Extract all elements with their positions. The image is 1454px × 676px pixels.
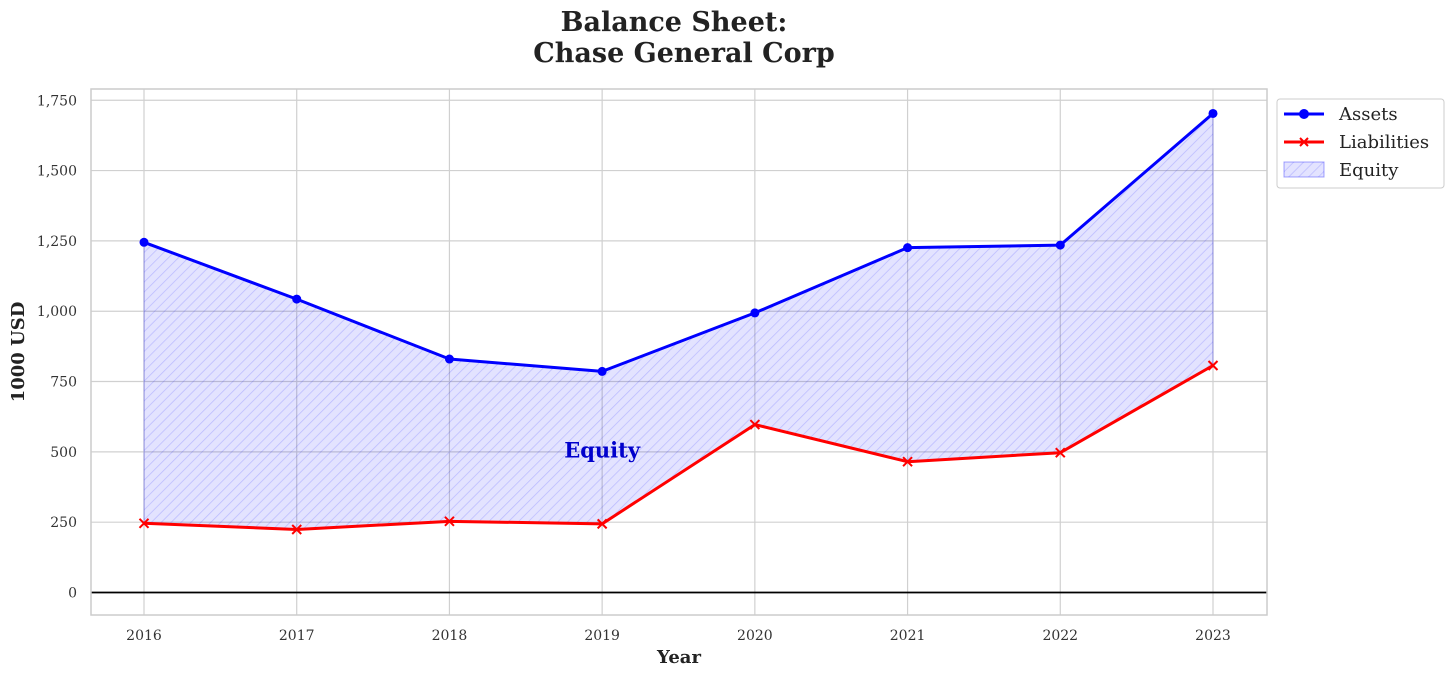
y-tick-label-1000: 1,000 [37, 304, 77, 320]
assets-point-2019 [597, 366, 607, 376]
assets-point-2023 [1208, 108, 1218, 118]
plot-frame [90, 88, 1268, 616]
x-axis-label: Year [656, 647, 701, 668]
chart-title-line-1: Balance Sheet: [561, 7, 788, 38]
y-tick-label-1250: 1,250 [37, 234, 77, 250]
x-tick-label-2016: 2016 [126, 628, 162, 644]
y-tick-label-500: 500 [50, 445, 77, 461]
x-tick-label-2022: 2022 [1042, 628, 1078, 644]
y-tick-label-1500: 1,500 [37, 164, 77, 180]
y-tick-label-1750: 1,750 [37, 93, 77, 109]
x-tick-label-2018: 2018 [432, 628, 468, 644]
x-tick-label-2020: 2020 [737, 628, 773, 644]
legend-assets-label: Assets [1338, 104, 1398, 125]
legend-liabilities-marker [1299, 137, 1309, 147]
legend-liabilities-label: Liabilities [1339, 132, 1429, 153]
legend-assets-marker [1299, 109, 1309, 119]
assets-point-2017 [292, 294, 302, 304]
x-tick-label-2019: 2019 [584, 628, 620, 644]
y-tick-label-0: 0 [68, 585, 77, 601]
liabilities-point-2016 [138, 518, 150, 529]
liabilities-point-2022 [1055, 447, 1066, 458]
x-tick-label-2021: 2021 [890, 628, 926, 644]
y-tick-label-250: 250 [50, 515, 77, 531]
y-tick-label-750: 750 [50, 375, 77, 391]
x-tick-label-2023: 2023 [1195, 628, 1231, 644]
x-tick-label-2017: 2017 [279, 628, 315, 644]
liabilities-point-2020 [749, 419, 761, 430]
equity-fill-layer [143, 112, 1214, 530]
assets-point-2018 [444, 354, 454, 364]
liabilities-point-2023 [1207, 360, 1219, 371]
equity-area [143, 112, 1214, 530]
legend-equity-label: Equity [1339, 160, 1399, 181]
legend: Assets Liabilities Equity [1276, 98, 1445, 189]
assets-point-2016 [139, 237, 149, 247]
liabilities-point-2019 [596, 518, 608, 530]
chart-title-line-2: Chase General Corp [533, 38, 834, 69]
y-axis-label: 1000 USD [8, 302, 29, 403]
legend-equity-swatch [1283, 161, 1325, 178]
tick-labels: 2016 2017 2018 2019 2020 2021 2022 2023 0 250 500 7… [37, 93, 1231, 644]
assets-point-2022 [1055, 240, 1065, 250]
equity-annotation: Equity [564, 437, 641, 462]
assets-line [143, 112, 1214, 373]
series-layer [138, 108, 1219, 535]
liabilities-point-2018 [444, 516, 455, 527]
liabilities-line [143, 364, 1214, 531]
liabilities-point-2017 [291, 524, 302, 535]
liabilities-point-2021 [902, 456, 913, 467]
assets-point-2021 [903, 243, 913, 253]
assets-point-2020 [750, 308, 760, 318]
